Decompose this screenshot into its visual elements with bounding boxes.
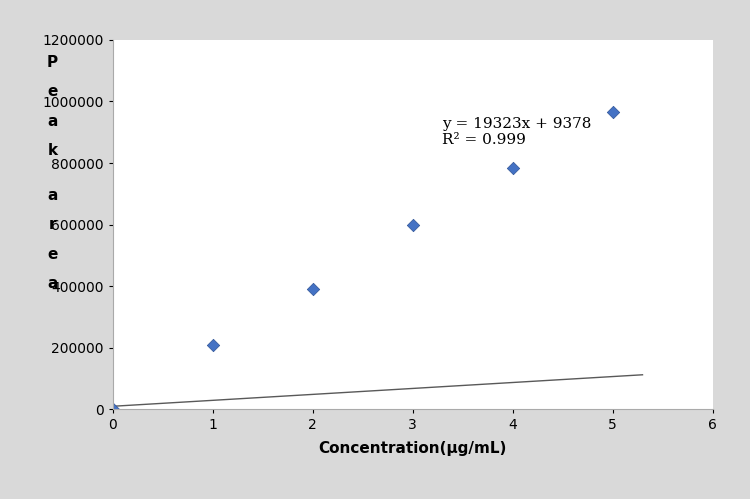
Text: a: a (47, 188, 58, 203)
Point (506, 164, 518, 172)
Point (106, 405, 118, 413)
Point (607, 108, 619, 116)
Text: a: a (47, 276, 58, 291)
Point (206, 340, 218, 348)
Text: k: k (47, 143, 58, 158)
Text: e: e (47, 84, 58, 99)
Text: P: P (47, 54, 58, 69)
Text: a: a (47, 114, 58, 129)
Point (307, 285, 319, 293)
Text: r: r (49, 217, 56, 232)
Point (406, 221, 418, 229)
X-axis label: Concentration(μg/mL): Concentration(μg/mL) (318, 441, 507, 456)
Text: y = 19323x + 9378
R² = 0.999: y = 19323x + 9378 R² = 0.999 (442, 117, 592, 147)
Text: e: e (47, 247, 58, 261)
